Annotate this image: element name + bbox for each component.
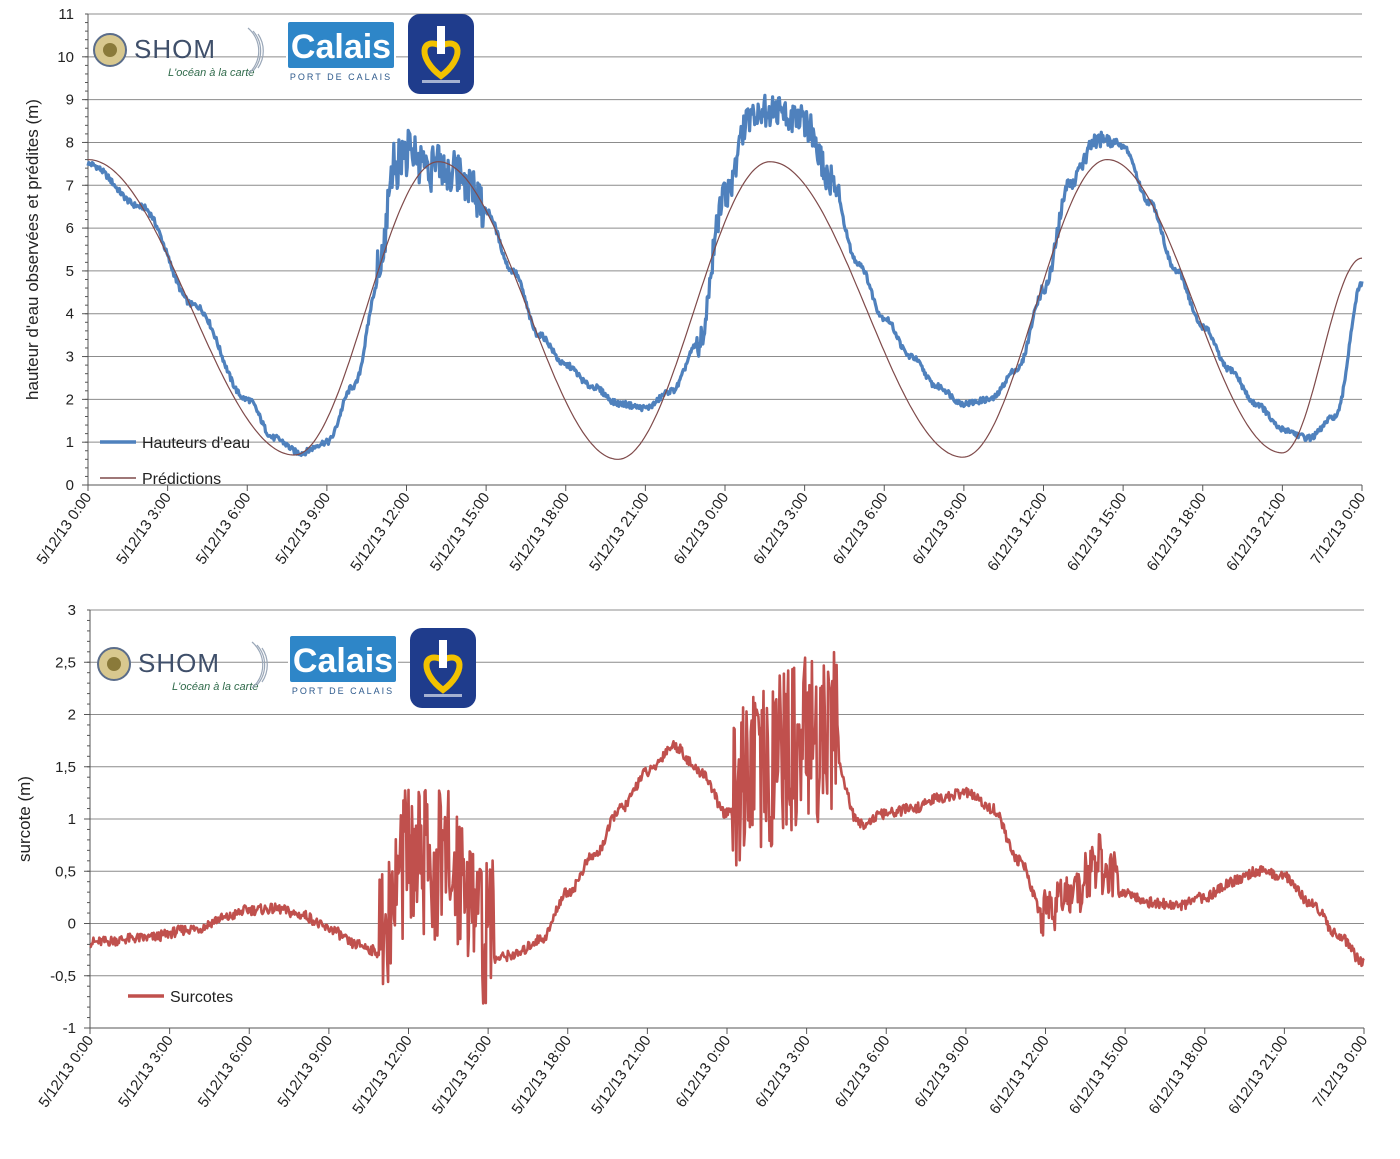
logo-group: SHOM L'océan à la carte Calais PORT DE CALA… — [97, 628, 476, 708]
x-tick-label: 6/12/13 6:00 — [830, 490, 892, 568]
x-tick-label: 6/12/13 21:00 — [1225, 1033, 1292, 1118]
x-tick-label: 5/12/13 6:00 — [193, 490, 255, 568]
y-tick-label: 4 — [66, 306, 74, 323]
y-tick-label: 1 — [68, 811, 76, 828]
x-tick-label: 5/12/13 9:00 — [272, 490, 334, 568]
calais-banner — [288, 22, 394, 68]
series-line-surcotes — [89, 650, 1365, 1005]
x-tick-label: 6/12/13 0:00 — [673, 1033, 735, 1111]
shom-emblem-core-icon — [103, 43, 117, 57]
x-tick-label: 5/12/13 12:00 — [349, 1033, 416, 1118]
x-tick-label: 5/12/13 3:00 — [113, 490, 175, 568]
port-seal-logo — [408, 14, 474, 94]
x-tick-label: 7/12/13 0:00 — [1310, 1033, 1372, 1111]
shom-wave-icon — [252, 30, 262, 72]
y-tick-label: 1 — [66, 434, 74, 451]
x-tick-label: 6/12/13 3:00 — [750, 490, 812, 568]
calais-subtitle: PORT DE CALAIS — [290, 72, 392, 82]
shom-tagline: L'océan à la carte — [172, 681, 259, 693]
legend-label: Prédictions — [142, 471, 221, 488]
x-tick-label: 6/12/13 15:00 — [1064, 490, 1131, 575]
shom-wave-icon — [251, 641, 264, 689]
y-tick-label: 8 — [66, 134, 74, 151]
logo-group: SHOM L'océan à la carte Calais PORT DE CALA… — [93, 14, 474, 94]
series-line-predictions — [87, 158, 1363, 460]
y-tick-label: 1,5 — [55, 759, 76, 776]
x-tick-label: 7/12/13 0:00 — [1308, 490, 1370, 568]
seal-caption-mark — [422, 80, 460, 83]
y-axis-title: surcote (m) — [15, 776, 34, 862]
calais-subtitle: PORT DE CALAIS — [292, 686, 394, 696]
seal-tower-icon — [439, 640, 447, 668]
x-tick-label: 6/12/13 18:00 — [1143, 490, 1210, 575]
legend-label: Surcotes — [170, 989, 233, 1006]
shom-wordmark: SHOM — [134, 34, 216, 64]
y-tick-label: 3 — [66, 349, 74, 366]
seal-caption-mark — [424, 694, 462, 697]
x-tick-label: 6/12/13 9:00 — [911, 1033, 973, 1111]
calais-wordmark: Calais — [291, 28, 391, 66]
x-tick-label: 6/12/13 12:00 — [984, 490, 1051, 575]
x-tick-label: 5/12/13 12:00 — [347, 490, 414, 575]
x-tick-label: 6/12/13 12:00 — [986, 1033, 1053, 1118]
shom-wordmark: SHOM — [138, 648, 220, 678]
y-axis-title: hauteur d'eau observées et prédites (m) — [23, 99, 42, 400]
shom-wave-icon — [256, 644, 266, 686]
calais-logo: Calais PORT DE CALAIS — [286, 20, 396, 82]
shom-emblem-core-icon — [107, 657, 121, 671]
shom-tagline: L'océan à la carte — [168, 67, 255, 79]
y-tick-label: 2 — [68, 707, 76, 724]
y-tick-label: 11 — [58, 6, 74, 23]
y-tick-label: 10 — [57, 49, 74, 66]
y-tick-label: -0,5 — [50, 968, 76, 985]
shom-logo: SHOM L'océan à la carte — [93, 27, 264, 79]
x-tick-label: 5/12/13 0:00 — [34, 490, 96, 568]
x-tick-label: 5/12/13 18:00 — [506, 490, 573, 575]
x-tick-label: 5/12/13 0:00 — [36, 1033, 98, 1111]
y-tick-label: 6 — [66, 220, 74, 237]
x-tick-label: 5/12/13 15:00 — [427, 490, 494, 575]
y-tick-label: 0 — [68, 916, 76, 933]
port-seal-logo — [410, 628, 476, 708]
y-tick-label: 3 — [68, 602, 76, 619]
x-tick-label: 5/12/13 15:00 — [429, 1033, 496, 1118]
x-tick-label: 5/12/13 6:00 — [195, 1033, 257, 1111]
x-tick-label: 6/12/13 21:00 — [1223, 490, 1290, 575]
y-tick-label: 2 — [66, 391, 74, 408]
calais-banner — [290, 636, 396, 682]
shom-wave-icon — [257, 33, 264, 69]
x-tick-label: 5/12/13 9:00 — [274, 1033, 336, 1111]
x-tick-label: 6/12/13 9:00 — [909, 490, 971, 568]
chart-panel-1: 0 1 2 3 4 5 6 7 8 9 10 11 5/12/13 0:00 5/12/13 3:00 5/… — [23, 6, 1369, 574]
x-tick-label: 5/12/13 21:00 — [588, 1033, 655, 1118]
x-tick-label: 6/12/13 18:00 — [1145, 1033, 1212, 1118]
y-tick-label: 5 — [66, 263, 74, 280]
shom-logo: SHOM L'océan à la carte — [97, 641, 268, 693]
x-tick-label: 6/12/13 0:00 — [671, 490, 733, 568]
series-line-hauteurs — [86, 93, 1364, 457]
x-tick-label: 5/12/13 3:00 — [115, 1033, 177, 1111]
x-tick-label: 6/12/13 15:00 — [1066, 1033, 1133, 1118]
calais-logo: Calais PORT DE CALAIS — [288, 634, 398, 696]
y-tick-label: 0,5 — [55, 863, 76, 880]
chart-panel-2: -1 -0,5 0 0,5 1 1,5 2 2,5 3 5/12/13 0:00 5/12/13 3… — [15, 602, 1371, 1117]
y-tick-label: 2,5 — [55, 654, 76, 671]
y-tick-label: -1 — [63, 1020, 76, 1037]
calais-wordmark: Calais — [293, 642, 393, 680]
shom-wave-icon — [247, 27, 260, 75]
y-tick-label: 0 — [66, 477, 74, 494]
seal-tower-icon — [437, 26, 445, 54]
x-tick-label: 5/12/13 18:00 — [508, 1033, 575, 1118]
y-tick-label: 9 — [66, 92, 74, 109]
y-tick-label: 7 — [66, 177, 74, 194]
shom-wave-icon — [261, 647, 268, 683]
legend-label: Hauteurs d'eau — [142, 435, 250, 452]
x-tick-label: 6/12/13 3:00 — [752, 1033, 814, 1111]
x-tick-label: 5/12/13 21:00 — [586, 490, 653, 575]
x-tick-label: 6/12/13 6:00 — [832, 1033, 894, 1111]
